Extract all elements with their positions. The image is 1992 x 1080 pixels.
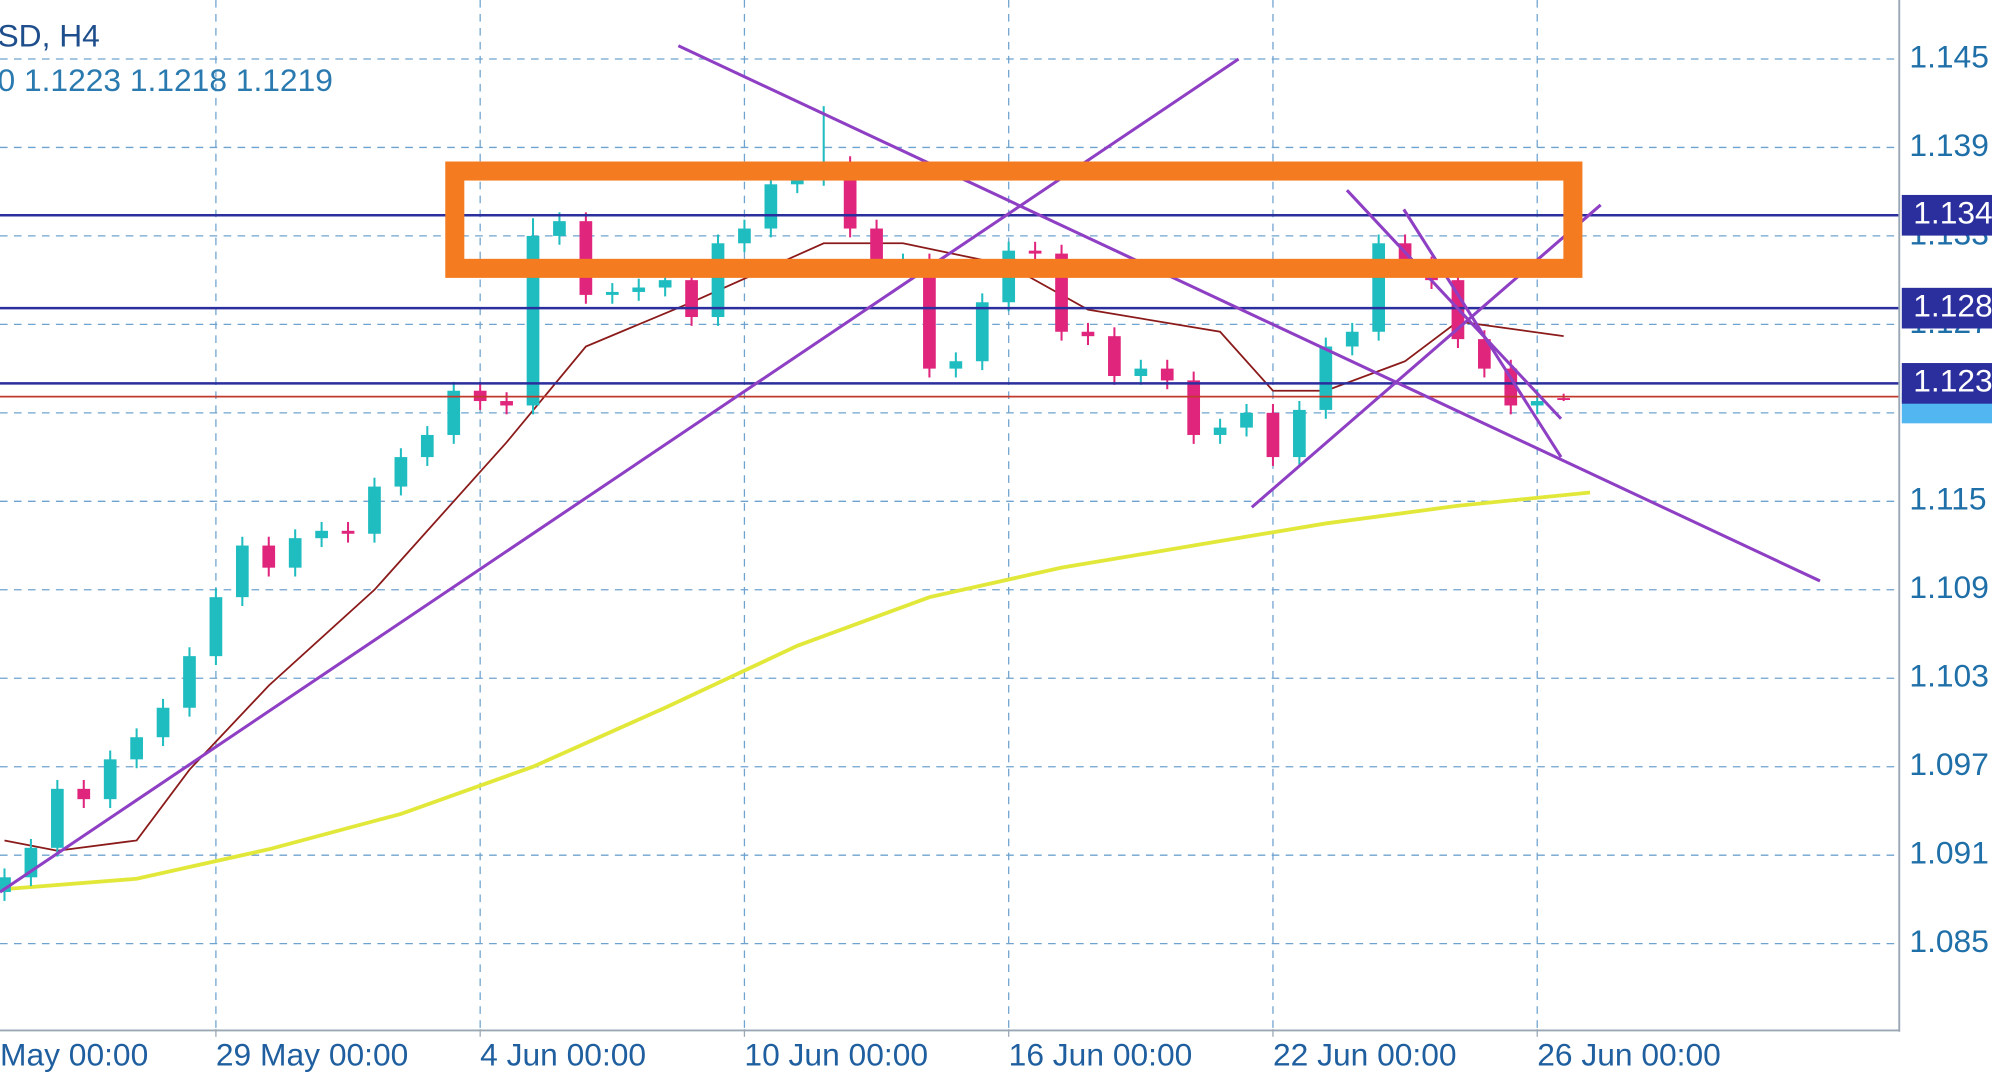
candle-body bbox=[1081, 331, 1095, 337]
candle-body bbox=[685, 280, 698, 318]
level-label-box bbox=[1901, 287, 1992, 329]
candle-body bbox=[183, 656, 196, 708]
candle-body bbox=[156, 707, 170, 738]
candle-body bbox=[500, 401, 513, 406]
y-tick-label: 1.091 bbox=[1909, 835, 1988, 871]
candle-body bbox=[553, 221, 566, 236]
candle-body bbox=[1108, 336, 1121, 376]
candle-body bbox=[526, 235, 540, 406]
candle-body bbox=[1028, 250, 1042, 254]
candle-body bbox=[923, 262, 936, 369]
candle-body bbox=[1240, 412, 1253, 428]
level-label-box bbox=[1901, 194, 1992, 236]
chart-subtitle: 0 1.1223 1.1218 1.1219 bbox=[0, 62, 333, 98]
x-tick-label: May 00:00 bbox=[0, 1037, 148, 1073]
trendline bbox=[1402, 208, 1563, 458]
candle-body bbox=[1134, 368, 1148, 376]
candle-body bbox=[1160, 368, 1174, 381]
level-label: 1.123 bbox=[1913, 363, 1992, 399]
trendline bbox=[1345, 189, 1563, 420]
candle-body bbox=[1557, 398, 1570, 401]
candle-body bbox=[975, 302, 989, 362]
y-tick-label: 1.139 bbox=[1909, 127, 1988, 163]
candle-body bbox=[1372, 243, 1386, 332]
candle-body bbox=[262, 545, 276, 568]
candle-body bbox=[579, 221, 593, 295]
candle-body bbox=[949, 361, 963, 369]
candle-body bbox=[764, 184, 778, 229]
candle-body bbox=[315, 530, 328, 539]
x-tick-label: 29 May 00:00 bbox=[216, 1037, 408, 1073]
candle-body bbox=[77, 788, 91, 800]
x-tick-label: 16 Jun 00:00 bbox=[1009, 1037, 1193, 1073]
candle-body bbox=[870, 228, 883, 266]
candle-body bbox=[447, 390, 461, 435]
candle-body bbox=[368, 486, 381, 534]
candle-body bbox=[1478, 339, 1491, 369]
trendline bbox=[1250, 203, 1602, 509]
candle-body bbox=[605, 291, 619, 295]
plot-area bbox=[0, 44, 1900, 901]
candle-body bbox=[711, 243, 725, 318]
y-tick-label: 1.103 bbox=[1909, 658, 1988, 694]
x-tick-label: 26 Jun 00:00 bbox=[1537, 1037, 1721, 1073]
candle-body bbox=[1213, 427, 1227, 435]
candle-body bbox=[50, 788, 64, 848]
candle-body bbox=[1530, 401, 1544, 406]
candle-body bbox=[394, 457, 408, 487]
candle-body bbox=[209, 597, 223, 657]
x-tick-label: 10 Jun 00:00 bbox=[744, 1037, 928, 1073]
y-tick-label: 1.109 bbox=[1909, 569, 1988, 605]
level-label: 1.134 bbox=[1913, 195, 1992, 231]
y-tick-label: 1.085 bbox=[1909, 923, 1988, 959]
trendline bbox=[0, 57, 1240, 894]
level-label: 1.128 bbox=[1913, 288, 1992, 324]
chart-title: SD, H4 bbox=[0, 18, 100, 54]
y-tick-label: 1.145 bbox=[1909, 38, 1988, 74]
candle-body bbox=[0, 877, 11, 893]
candle-body bbox=[1293, 409, 1306, 458]
candle-body bbox=[632, 287, 646, 292]
y-tick-label: 1.115 bbox=[1909, 481, 1986, 517]
candle-body bbox=[843, 165, 857, 229]
candle-body bbox=[130, 737, 143, 760]
candle-body bbox=[1266, 412, 1280, 458]
candle-body bbox=[1319, 346, 1333, 410]
level-label-box bbox=[1901, 363, 1992, 404]
moving-average bbox=[4, 490, 1591, 892]
zone bbox=[445, 161, 1583, 278]
y-tick-label: 1.097 bbox=[1909, 746, 1988, 782]
candle-body bbox=[790, 176, 804, 185]
candle-body bbox=[738, 228, 751, 244]
candle-body bbox=[1345, 331, 1359, 347]
candle-body bbox=[658, 280, 672, 288]
candle-body bbox=[235, 545, 249, 598]
candle-body bbox=[103, 759, 117, 800]
axes: 1.1451.1391.1331.1271.1211.1151.1091.103… bbox=[0, 38, 1992, 1073]
candle-body bbox=[1187, 380, 1201, 435]
x-tick-label: 4 Jun 00:00 bbox=[480, 1037, 646, 1073]
candle-body bbox=[341, 530, 355, 534]
x-tick-label: 22 Jun 00:00 bbox=[1273, 1037, 1457, 1073]
candle-body bbox=[420, 434, 434, 458]
trendline bbox=[677, 44, 1821, 583]
candle-body bbox=[288, 538, 302, 568]
